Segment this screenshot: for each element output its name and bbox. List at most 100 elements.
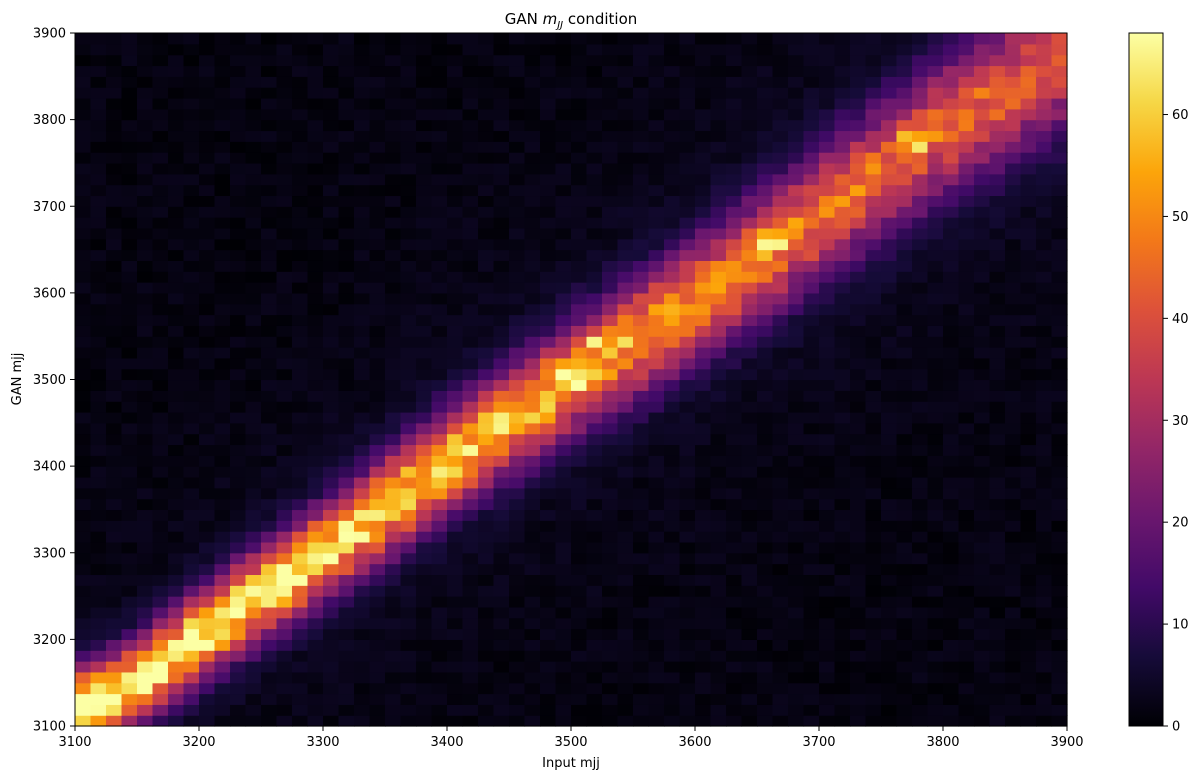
heatmap-cell — [214, 108, 231, 121]
heatmap-cell — [121, 238, 138, 251]
heatmap-cell — [214, 693, 231, 705]
heatmap-cell — [276, 401, 293, 413]
heatmap-cell — [199, 271, 216, 283]
heatmap-cell — [819, 260, 836, 272]
heatmap-cell — [106, 141, 123, 153]
heatmap-cell — [617, 661, 634, 673]
heatmap-cell — [1020, 141, 1037, 153]
heatmap-cell — [617, 217, 634, 229]
heatmap-cell — [974, 585, 991, 597]
heatmap-cell — [555, 628, 572, 640]
heatmap-cell — [648, 195, 665, 207]
heatmap-cell — [571, 401, 588, 413]
heatmap-cell — [989, 682, 1006, 695]
heatmap-cell — [865, 704, 882, 716]
heatmap-cell — [803, 682, 820, 695]
heatmap-cell — [927, 704, 944, 716]
heatmap-cell — [586, 650, 603, 662]
heatmap-cell — [772, 336, 789, 348]
heatmap-cell — [788, 130, 805, 142]
heatmap-cell — [788, 119, 805, 132]
heatmap-cell — [1036, 206, 1053, 218]
heatmap-cell — [586, 314, 603, 326]
heatmap-cell — [912, 119, 929, 132]
heatmap-cell — [602, 314, 619, 326]
heatmap-cell — [772, 639, 789, 651]
heatmap-cell — [307, 476, 324, 489]
heatmap-cell — [509, 401, 526, 413]
heatmap-cell — [168, 130, 185, 142]
heatmap-cell — [307, 682, 324, 695]
heatmap-cell — [199, 260, 216, 272]
heatmap-cell — [400, 33, 417, 45]
heatmap-cell — [1036, 390, 1053, 402]
heatmap-cell — [974, 184, 991, 197]
heatmap-cell — [757, 455, 774, 467]
heatmap-cell — [772, 617, 789, 630]
heatmap-cell — [710, 260, 727, 272]
heatmap-cell — [462, 390, 479, 402]
heatmap-cell — [741, 368, 758, 381]
heatmap-cell — [431, 238, 448, 251]
heatmap-cell — [834, 650, 851, 662]
heatmap-cell — [230, 119, 247, 132]
heatmap-cell — [772, 585, 789, 597]
heatmap-cell — [106, 33, 123, 45]
heatmap-cell — [788, 54, 805, 67]
heatmap-cell — [276, 173, 293, 186]
heatmap-cell — [927, 249, 944, 261]
heatmap-cell — [369, 184, 386, 197]
heatmap-cell — [633, 541, 650, 554]
heatmap-cell — [865, 238, 882, 251]
heatmap-cell — [1036, 455, 1053, 467]
heatmap-cell — [400, 563, 417, 576]
heatmap-cell — [168, 325, 185, 337]
heatmap-cell — [416, 357, 433, 370]
heatmap-cell — [307, 162, 324, 175]
heatmap-cell — [679, 433, 696, 446]
heatmap-cell — [447, 661, 464, 673]
heatmap-cell — [865, 433, 882, 446]
heatmap-cell — [478, 541, 495, 554]
heatmap-cell — [865, 639, 882, 651]
heatmap-cell — [137, 206, 154, 218]
heatmap-cell — [958, 422, 975, 435]
heatmap-cell — [648, 411, 665, 424]
heatmap-cell — [586, 87, 603, 99]
heatmap-cell — [896, 249, 913, 261]
heatmap-cell — [834, 531, 851, 543]
heatmap-cell — [912, 217, 929, 229]
heatmap-cell — [152, 682, 169, 695]
heatmap-cell — [276, 357, 293, 370]
heatmap-cell — [865, 563, 882, 576]
heatmap-cell — [695, 249, 712, 261]
heatmap-cell — [803, 455, 820, 467]
heatmap-cell — [1020, 206, 1037, 218]
heatmap-cell — [245, 509, 262, 521]
heatmap-cell — [586, 195, 603, 207]
heatmap-cell — [1020, 541, 1037, 554]
heatmap-cell — [803, 661, 820, 673]
heatmap-cell — [679, 347, 696, 359]
heatmap-cell — [478, 249, 495, 261]
heatmap-cell — [850, 206, 867, 218]
heatmap-cell — [447, 282, 464, 294]
heatmap-cell — [245, 531, 262, 543]
heatmap-cell — [757, 476, 774, 489]
heatmap-cell — [1005, 704, 1022, 716]
heatmap-cell — [772, 97, 789, 110]
heatmap-cell — [152, 541, 169, 554]
heatmap-cell — [571, 33, 588, 45]
heatmap-cell — [75, 347, 92, 359]
heatmap-cell — [493, 206, 510, 218]
heatmap-cell — [1005, 628, 1022, 640]
heatmap-cell — [323, 119, 340, 132]
heatmap-cell — [292, 466, 309, 478]
heatmap-cell — [943, 574, 960, 586]
heatmap-cell — [338, 661, 355, 673]
heatmap-cell — [540, 97, 557, 110]
heatmap-cell — [958, 715, 975, 727]
heatmap-cell — [989, 390, 1006, 402]
heatmap-cell — [183, 173, 200, 186]
heatmap-cell — [90, 433, 107, 446]
